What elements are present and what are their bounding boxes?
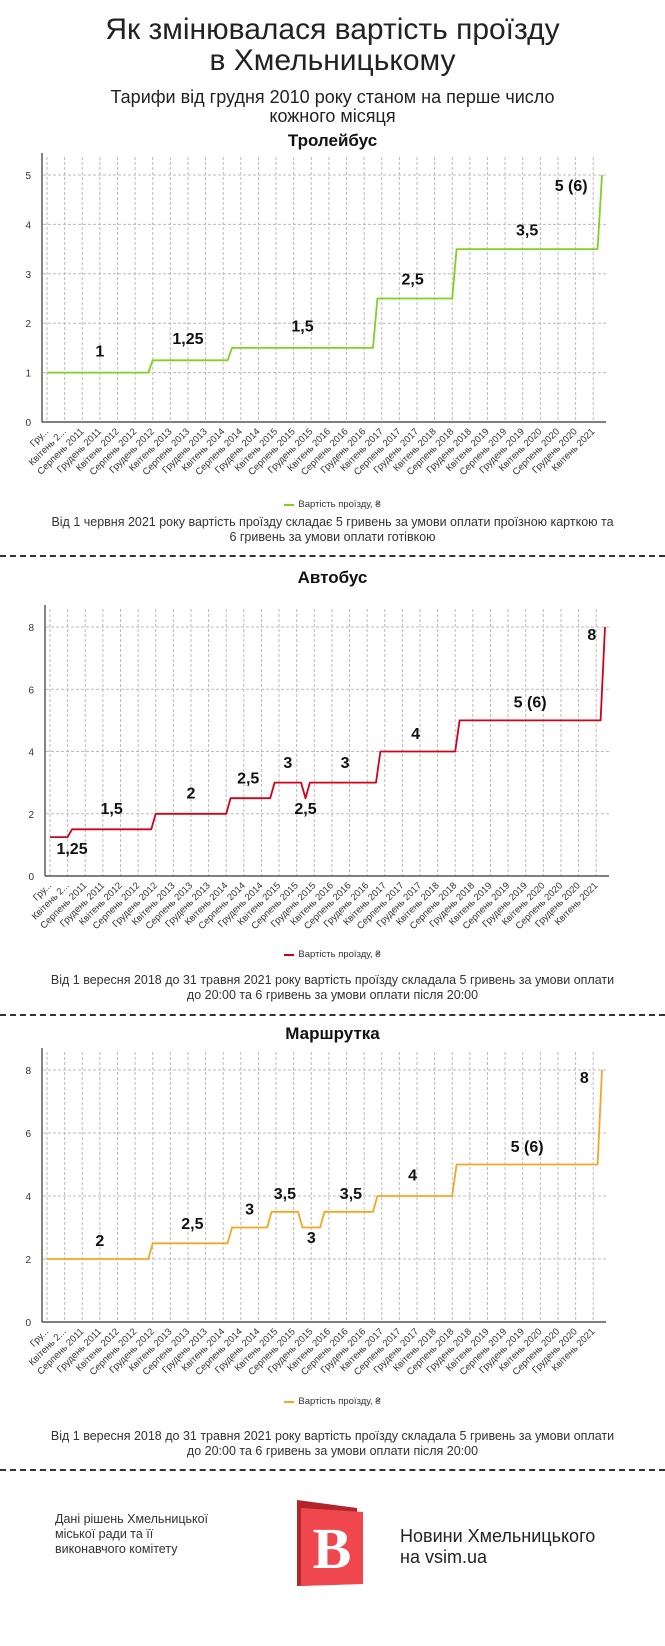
brand-text: Новини Хмельницького на vsim.ua (400, 1526, 595, 1568)
brand-line-2: на vsim.ua (400, 1547, 487, 1567)
section-divider (0, 555, 665, 557)
source-line-3: виконавчого комітету (55, 1542, 178, 1556)
legend-swatch (284, 503, 295, 506)
y-tick-label: 8 (25, 1066, 31, 1077)
value-label: 2,5 (237, 770, 259, 787)
subtitle-line-1: Тарифи від грудня 2010 року станом на пе… (110, 87, 555, 107)
value-label: 3 (341, 755, 350, 772)
value-label: 2,5 (294, 801, 316, 818)
series-line (50, 626, 606, 839)
value-label: 3,5 (516, 222, 538, 239)
value-label: 4 (408, 1168, 417, 1185)
title-line-2: в Хмельницькому (209, 44, 456, 77)
series-line (47, 1069, 603, 1260)
minibus-note: Від 1 вересня 2018 до 31 травня 2021 рок… (0, 1429, 665, 1459)
section-divider (0, 1469, 665, 1471)
value-label: 3,5 (340, 1186, 362, 1203)
y-tick-label: 8 (28, 623, 34, 634)
y-tick-label: 0 (28, 872, 34, 883)
page-title: Як змінювалася вартість проїзду в Хмельн… (0, 14, 665, 76)
trolleybus-note: Від 1 червня 2021 року вартість проїзду … (0, 515, 665, 545)
y-tick-label: 0 (25, 1318, 31, 1329)
minibus-title: Маршрутка (285, 1024, 380, 1043)
data-source: Дані рішень Хмельницької міської ради та… (55, 1512, 255, 1557)
bus-title: Автобус (297, 568, 368, 587)
y-tick-label: 4 (25, 1192, 31, 1203)
legend-label: Вартість проїзду, ₴ (298, 499, 381, 510)
value-label: 8 (587, 627, 596, 644)
source-line-1: Дані рішень Хмельницької (55, 1512, 209, 1526)
legend-label: Вартість проїзду, ₴ (298, 1396, 381, 1407)
legend-swatch (284, 953, 295, 956)
note-line-1: Від 1 червня 2021 року вартість проїзду … (51, 515, 614, 529)
value-label: 1,5 (101, 801, 123, 818)
value-label: 1 (95, 343, 104, 360)
section-divider (0, 1014, 665, 1016)
note-line-1: Від 1 вересня 2018 до 31 травня 2021 рок… (50, 1429, 615, 1443)
value-label: 8 (580, 1070, 589, 1087)
value-label: 3 (245, 1202, 254, 1219)
y-tick-label: 0 (25, 418, 31, 429)
legend-label: Вартість проїзду, ₴ (298, 949, 381, 960)
y-tick-label: 1 (25, 369, 31, 380)
value-label: 1,5 (291, 319, 313, 336)
y-tick-label: 6 (25, 1129, 31, 1140)
trolleybus-legend: Вартість проїзду, ₴ (0, 499, 665, 510)
y-tick-label: 2 (25, 1255, 31, 1266)
note-line-2: до 20:00 та 6 гривень за умови оплати пі… (186, 988, 479, 1002)
value-label: 3 (283, 755, 292, 772)
value-label: 1,25 (172, 331, 203, 348)
y-tick-label: 3 (25, 270, 31, 281)
note-line-2: до 20:00 та 6 гривень за умови оплати пі… (186, 1444, 479, 1458)
source-line-2: міської ради та її (55, 1527, 154, 1541)
value-label: 5 (6) (511, 1139, 544, 1156)
y-tick-label: 2 (28, 810, 34, 821)
page-subtitle: Тарифи від грудня 2010 року станом на пе… (0, 88, 665, 126)
legend-swatch (284, 1400, 295, 1403)
value-label: 2 (186, 786, 195, 803)
logo-letter: B (313, 1516, 352, 1581)
trolleybus-title: Тролейбус (287, 131, 378, 150)
bus-note: Від 1 вересня 2018 до 31 травня 2021 рок… (0, 973, 665, 1003)
value-label: 5 (6) (555, 178, 588, 195)
y-tick-label: 2 (25, 319, 31, 330)
value-label: 1,25 (56, 841, 87, 858)
y-tick-label: 4 (25, 220, 31, 231)
y-tick-label: 6 (28, 685, 34, 696)
vsim-logo: B (297, 1500, 363, 1586)
brand-line-1: Новини Хмельницького (400, 1526, 596, 1546)
subtitle-line-2: кожного місяця (269, 106, 396, 126)
value-label: 3,5 (274, 1186, 296, 1203)
value-label: 4 (411, 726, 420, 743)
note-line-1: Від 1 вересня 2018 до 31 травня 2021 рок… (50, 973, 615, 987)
title-line-1: Як змінювалася вартість проїзду (105, 13, 560, 46)
note-line-2: 6 гривень за умови оплати готівкою (229, 530, 436, 544)
value-label: 2,5 (181, 1216, 203, 1233)
minibus-legend: Вартість проїзду, ₴ (0, 1396, 665, 1407)
value-label: 5 (6) (514, 695, 547, 712)
value-label: 2,5 (401, 272, 423, 289)
value-label: 3 (307, 1230, 316, 1247)
bus-legend: Вартість проїзду, ₴ (0, 949, 665, 960)
y-tick-label: 5 (25, 171, 31, 182)
y-tick-label: 4 (28, 748, 34, 759)
value-label: 2 (95, 1233, 104, 1250)
series-line (47, 174, 603, 374)
